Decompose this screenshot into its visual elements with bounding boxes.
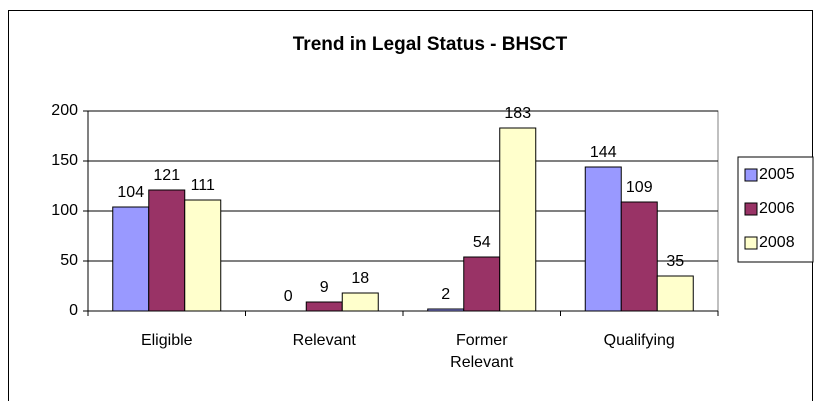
data-label: 54: [473, 234, 491, 251]
data-label: 111: [191, 177, 215, 194]
y-tick-label: 200: [51, 102, 78, 119]
legend-label: 2008: [759, 234, 795, 251]
x-tick-label: Former Relevant: [450, 332, 514, 371]
data-label: 109: [626, 179, 653, 196]
data-label: 9: [320, 279, 329, 296]
bar: [620, 201, 658, 312]
bar: [656, 275, 694, 312]
bar: [463, 256, 501, 312]
bar: [112, 206, 150, 312]
data-label: 121: [153, 167, 180, 184]
bar: [305, 301, 343, 312]
x-tick-label: Relevant: [293, 332, 357, 349]
bar: [184, 199, 222, 312]
data-label: 35: [666, 253, 684, 270]
legend-swatch: [744, 236, 758, 250]
chart-title: Trend in Legal Status - BHSCT: [293, 34, 568, 55]
data-label: 144: [590, 144, 617, 161]
legend-label: 2006: [759, 200, 795, 217]
legend-swatch: [744, 168, 758, 182]
bar: [584, 166, 622, 312]
y-tick-label: 150: [51, 152, 78, 169]
y-tick-label: 50: [60, 252, 78, 269]
data-label: 183: [504, 105, 531, 122]
bar: [499, 127, 537, 312]
y-tick-label: 0: [69, 302, 78, 319]
bar: [341, 292, 379, 312]
x-tick-label: Eligible: [141, 332, 193, 349]
y-tick-label: 100: [51, 202, 78, 219]
data-label: 104: [117, 184, 144, 201]
data-label: 2: [441, 286, 450, 303]
legend-swatch: [744, 202, 758, 216]
data-label: 0: [284, 288, 293, 305]
bar: [148, 189, 186, 312]
x-tick-label: Qualifying: [604, 332, 675, 349]
legend-label: 2005: [759, 166, 795, 183]
data-label: 18: [351, 270, 369, 287]
